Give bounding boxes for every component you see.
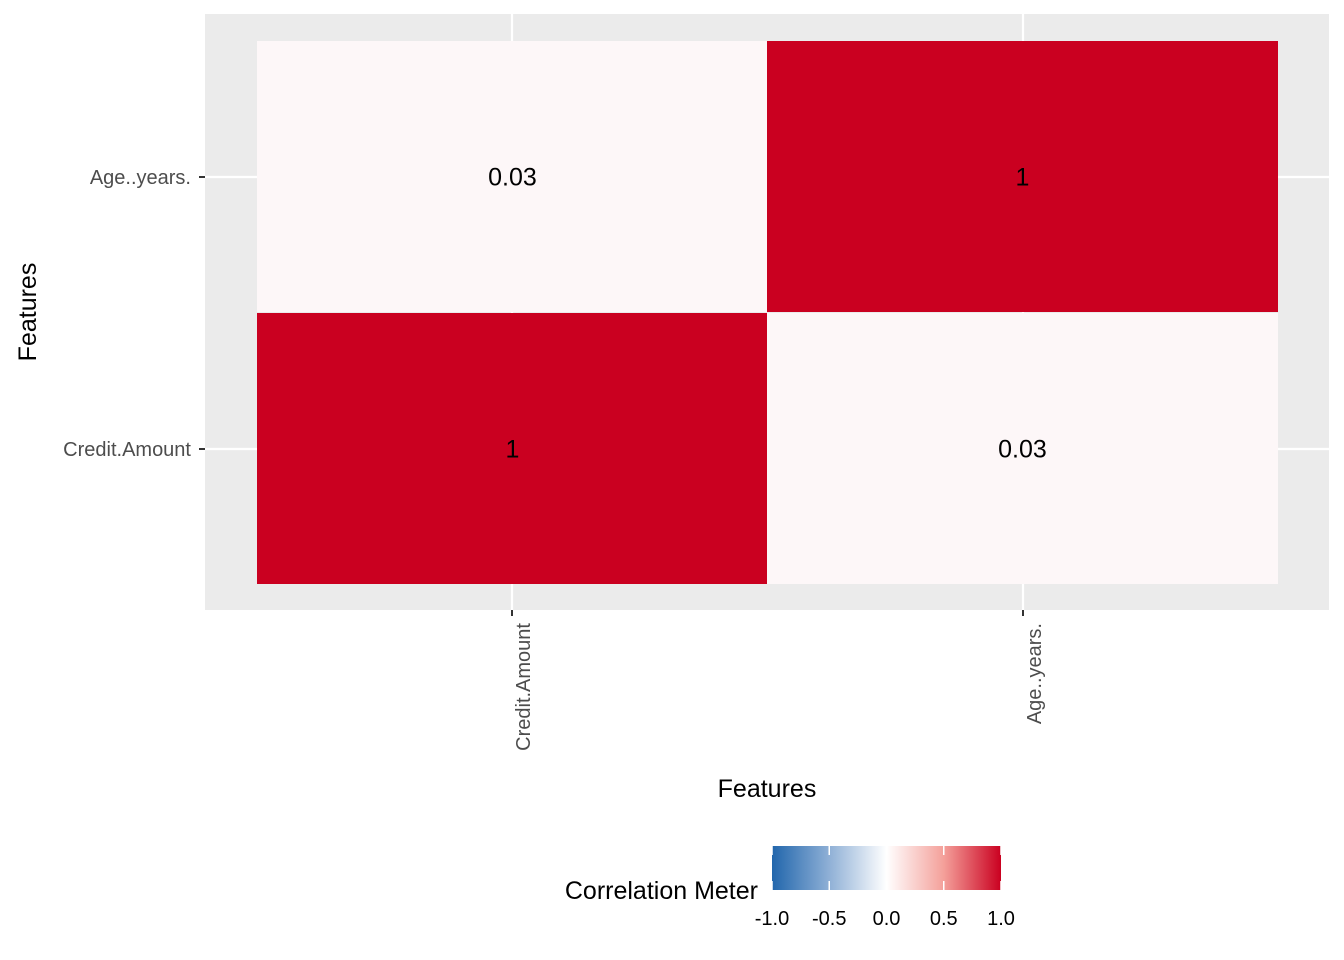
cell-credit-amount-credit-amount-label: 1 [506, 436, 520, 464]
heatmap-cells [257, 41, 1278, 584]
x-tick-label-credit-amount: Credit.Amount [513, 623, 535, 751]
cell-age-years-credit-amount-label: 0.03 [998, 436, 1047, 464]
legend-tick-0-5-label: -0.5 [812, 908, 846, 930]
legend-title: Correlation Meter [565, 877, 758, 905]
legend-ticks: -1.0 -0.5 0.0 0.5 1.0 [755, 846, 1015, 930]
y-axis-title: Features [14, 263, 42, 362]
cell-credit-amount-age-years-label: 0.03 [488, 164, 537, 192]
cell-age-years-age-years-label: 1 [1016, 164, 1030, 192]
legend-tick-0-0-label: 0.0 [873, 908, 901, 930]
cell-credit-amount-credit-amount [257, 313, 768, 584]
y-tick-label-credit-amount: Credit.Amount [63, 439, 191, 461]
y-tick-label-age-years: Age..years. [90, 167, 191, 189]
cell-credit-amount-age-years [257, 41, 768, 312]
legend: Correlation Meter -1.0 -0.5 0.0 0.5 1.0 [565, 846, 1015, 930]
legend-tick-0-5-label: 0.5 [930, 908, 958, 930]
cell-age-years-credit-amount [767, 313, 1278, 584]
heatmap-cell-labels: 0.03 1 1 0.03 [488, 164, 1047, 464]
x-axis-title: Features [718, 775, 817, 803]
legend-tick-1-0-label: -1.0 [755, 908, 789, 930]
legend-tick-1-0-label: 1.0 [987, 908, 1015, 930]
x-tick-label-age-years: Age..years. [1024, 623, 1046, 724]
cell-age-years-age-years [767, 41, 1278, 312]
